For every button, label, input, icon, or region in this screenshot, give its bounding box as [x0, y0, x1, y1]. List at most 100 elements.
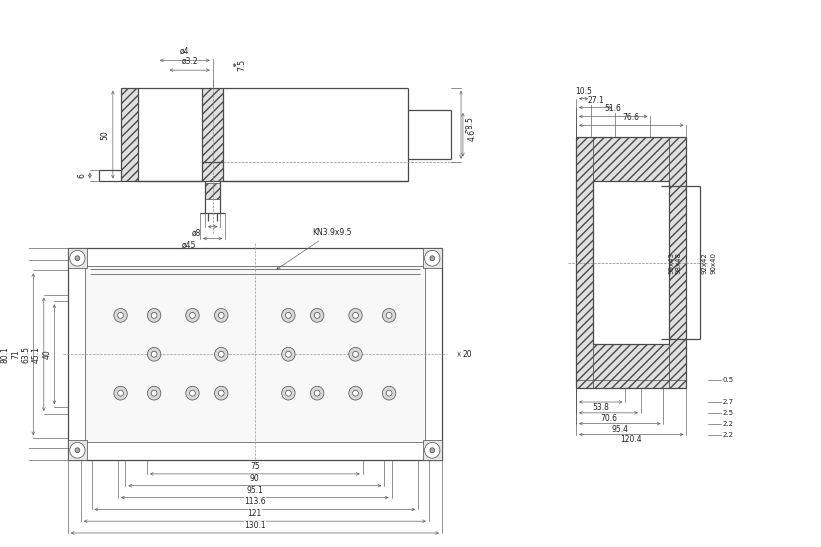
Bar — [594, 344, 669, 388]
Circle shape — [75, 448, 80, 453]
Circle shape — [286, 312, 291, 318]
Text: 80.1: 80.1 — [0, 346, 9, 363]
Circle shape — [286, 351, 291, 357]
Text: 63.5: 63.5 — [21, 346, 30, 363]
Text: 76.6: 76.6 — [623, 113, 640, 123]
Circle shape — [383, 386, 396, 400]
Text: 99x43: 99x43 — [668, 252, 674, 274]
Circle shape — [214, 309, 228, 322]
Text: 2.2: 2.2 — [722, 421, 734, 427]
Text: ø4: ø4 — [180, 46, 190, 55]
Text: 6: 6 — [77, 173, 86, 178]
Circle shape — [349, 386, 362, 400]
Bar — [85, 266, 424, 443]
Circle shape — [151, 351, 157, 357]
Text: 71: 71 — [11, 350, 20, 359]
Text: 130.1: 130.1 — [244, 521, 266, 530]
Text: 38.5: 38.5 — [466, 117, 475, 133]
Text: 45.1: 45.1 — [32, 346, 41, 363]
Bar — [68, 440, 87, 460]
Circle shape — [386, 312, 392, 318]
Circle shape — [383, 309, 396, 322]
Circle shape — [353, 351, 359, 357]
Circle shape — [282, 309, 295, 322]
Bar — [205, 183, 220, 199]
Circle shape — [117, 312, 123, 318]
Circle shape — [282, 386, 295, 400]
Text: 2.7: 2.7 — [722, 399, 734, 405]
Text: 90x40: 90x40 — [710, 252, 716, 274]
Bar — [121, 88, 138, 182]
Circle shape — [151, 390, 157, 396]
Circle shape — [117, 390, 123, 396]
Circle shape — [75, 256, 80, 261]
Circle shape — [190, 312, 195, 318]
Circle shape — [214, 347, 228, 361]
Text: 121: 121 — [248, 509, 262, 518]
Circle shape — [430, 256, 434, 261]
Text: KN3.9x9.5: KN3.9x9.5 — [277, 228, 352, 269]
Bar — [423, 440, 442, 460]
Circle shape — [218, 312, 224, 318]
Circle shape — [430, 448, 434, 453]
Circle shape — [424, 251, 440, 266]
Circle shape — [424, 443, 440, 458]
Text: 2.2: 2.2 — [722, 432, 734, 438]
Text: 92x42: 92x42 — [702, 252, 708, 274]
Bar — [423, 248, 442, 268]
Circle shape — [70, 443, 85, 458]
Circle shape — [314, 312, 320, 318]
Circle shape — [353, 390, 359, 396]
Circle shape — [310, 309, 323, 322]
Bar — [202, 88, 223, 182]
Circle shape — [190, 390, 195, 396]
Circle shape — [148, 347, 161, 361]
Circle shape — [349, 309, 362, 322]
Text: 20: 20 — [463, 350, 473, 359]
Circle shape — [282, 347, 295, 361]
Circle shape — [349, 347, 362, 361]
Text: 98x48: 98x48 — [676, 252, 681, 274]
Text: 95.1: 95.1 — [246, 486, 264, 494]
Text: 10.5: 10.5 — [576, 87, 592, 96]
Bar — [669, 137, 686, 388]
Text: 95.4: 95.4 — [612, 424, 628, 434]
Text: ø8: ø8 — [192, 229, 201, 238]
Circle shape — [114, 309, 127, 322]
Circle shape — [186, 386, 200, 400]
Bar — [68, 248, 442, 460]
Circle shape — [218, 351, 224, 357]
Circle shape — [151, 312, 157, 318]
Circle shape — [314, 390, 320, 396]
Text: 53.8: 53.8 — [592, 403, 609, 412]
Text: 0.5: 0.5 — [722, 377, 734, 383]
Text: 113.6: 113.6 — [244, 497, 266, 507]
Circle shape — [148, 309, 161, 322]
Text: 75: 75 — [250, 462, 259, 471]
Circle shape — [386, 390, 392, 396]
Text: ø45: ø45 — [182, 241, 196, 249]
Text: 51.6: 51.6 — [605, 104, 621, 113]
Circle shape — [310, 386, 323, 400]
Text: ø3.2: ø3.2 — [181, 56, 198, 65]
Bar — [68, 248, 87, 268]
Bar — [576, 137, 594, 388]
Text: 70.6: 70.6 — [600, 414, 617, 423]
Circle shape — [214, 386, 228, 400]
Text: 40: 40 — [43, 350, 52, 359]
Text: 7.5: 7.5 — [237, 59, 246, 71]
Circle shape — [218, 390, 224, 396]
Circle shape — [70, 251, 85, 266]
Circle shape — [353, 312, 359, 318]
Text: 50: 50 — [100, 130, 109, 139]
Text: 27.1: 27.1 — [587, 96, 604, 104]
Text: 2.5: 2.5 — [722, 410, 734, 416]
Text: 120.4: 120.4 — [621, 435, 642, 445]
Circle shape — [286, 390, 291, 396]
Circle shape — [148, 386, 161, 400]
Text: 4.6: 4.6 — [467, 129, 476, 141]
Text: 90: 90 — [250, 474, 259, 483]
Circle shape — [114, 386, 127, 400]
Bar — [594, 137, 669, 182]
Circle shape — [186, 309, 200, 322]
